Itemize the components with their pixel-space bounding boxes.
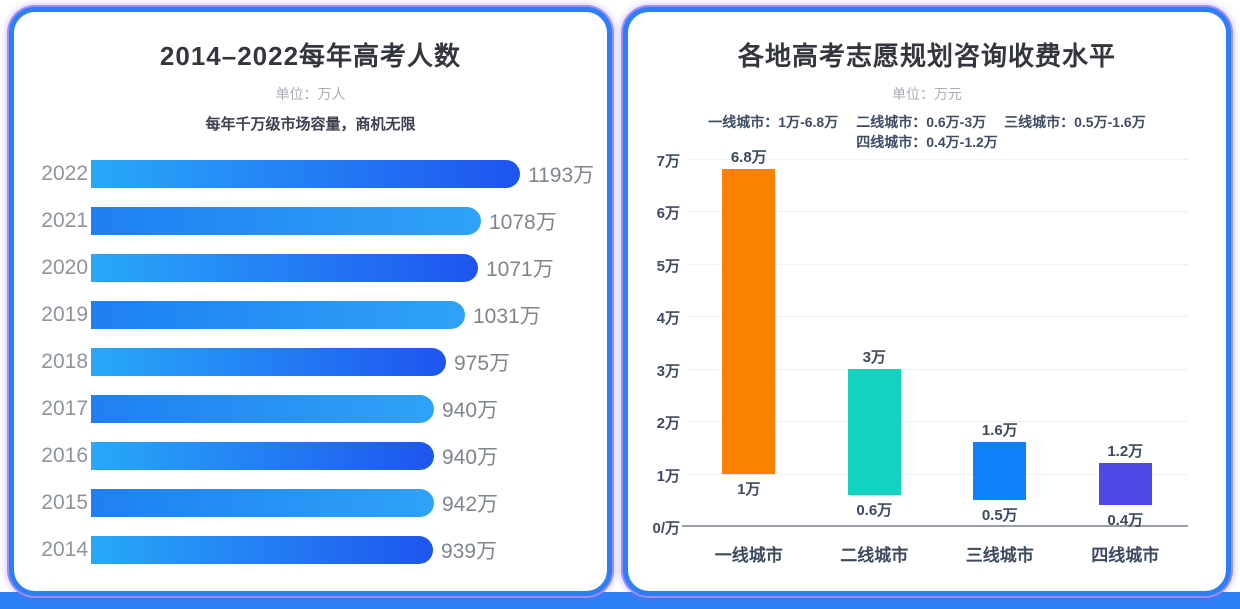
year-label: 2022 (41, 162, 88, 185)
year-label: 2019 (41, 303, 88, 326)
grid-line (686, 368, 1188, 370)
y-tick-label: 0/万 (652, 520, 680, 537)
y-tick-label: 3万 (656, 362, 680, 380)
bar-high-label: 1.6万 (981, 422, 1018, 439)
y-tick-label: 2万 (656, 415, 680, 432)
bar-row: 2021 1078万 (26, 207, 607, 235)
bar (91, 301, 465, 329)
legend-item: 三线城市：0.5万-1.6万 (1004, 114, 1146, 130)
bar-row: 2017 940万 (26, 395, 607, 423)
year-label: 2020 (41, 256, 88, 279)
grid-line (686, 473, 1188, 475)
y-tick-label: 6万 (656, 205, 680, 222)
y-tick-label: 7万 (656, 152, 680, 170)
value-label: 1031万 (473, 305, 541, 328)
year-label: 2017 (41, 397, 88, 420)
bar-low-label: 0.5万 (981, 506, 1018, 524)
range-bar (847, 368, 901, 495)
bar-row: 2019 1031万 (26, 301, 607, 329)
bar-row: 2018 975万 (26, 348, 607, 376)
category-label: 二线城市 (840, 546, 909, 565)
right-chart-legend: 一线城市：1万-6.8万 二线城市：0.6万-3万 三线城市：0.5万-1.6万四线… (628, 112, 1226, 152)
legend-item: 二线城市：0.6万-3万 (856, 114, 987, 130)
bar (91, 207, 481, 235)
y-tick-label: 4万 (656, 310, 680, 327)
bar-row: 2015 942万 (26, 489, 607, 517)
bar-low-label: 1万 (737, 480, 761, 498)
bar (91, 348, 446, 376)
bar-row: 2020 1071万 (26, 254, 607, 282)
range-bar (1098, 463, 1152, 505)
bar-high-label: 6.8万 (730, 149, 767, 166)
bar (91, 160, 520, 188)
left-chart-title: 2014–2022每年高考人数 (159, 41, 462, 71)
left-chart-unit-label: 单位：万人 (275, 86, 346, 102)
year-label: 2015 (41, 491, 88, 514)
value-label: 1193万 (528, 164, 595, 187)
value-label: 975万 (454, 352, 511, 375)
grid-line (686, 211, 1188, 212)
bar (91, 395, 434, 423)
bar (91, 489, 434, 517)
card-consulting-fees-chart: 各地高考志愿规划咨询收费水平 单位：万元 一线城市：1万-6.8万 二线城市：0.… (623, 7, 1231, 596)
category-label: 四线城市 (1091, 546, 1160, 565)
bar-row: 2016 940万 (26, 442, 607, 470)
grid-line (686, 421, 1188, 422)
grid-line (686, 263, 1188, 265)
value-label: 940万 (442, 446, 499, 469)
legend-item: 四线城市：0.4万-1.2万 (856, 134, 998, 150)
bar (91, 254, 478, 282)
year-label: 2018 (41, 350, 88, 373)
year-label: 2014 (41, 538, 88, 561)
bar (91, 442, 434, 470)
bar-high-label: 1.2万 (1107, 443, 1144, 460)
value-label: 1071万 (486, 258, 554, 281)
year-label: 2016 (41, 444, 88, 467)
bar-low-label: 0.4万 (1107, 512, 1144, 529)
value-label: 942万 (442, 493, 499, 516)
bar-row: 2014 939万 (26, 536, 607, 564)
value-label: 1078万 (489, 211, 557, 234)
bar (91, 536, 433, 564)
bar-low-label: 0.6万 (856, 501, 893, 519)
y-tick-label: 1万 (656, 467, 680, 485)
range-bar (722, 169, 776, 474)
bar-high-label: 3万 (862, 348, 886, 366)
range-bar (973, 442, 1027, 500)
horizontal-bar-list: 2022 1193万 2021 1078万 2020 1071万 2019 1031万 2018… (14, 160, 607, 564)
left-chart-subtitle: 每年千万级市场容量，商机无限 (205, 116, 416, 133)
value-label: 940万 (442, 399, 499, 422)
right-chart-unit-label: 单位：万元 (892, 86, 962, 102)
x-axis-line (682, 525, 1188, 527)
bar-row: 2022 1193万 (26, 160, 607, 188)
value-label: 939万 (441, 540, 498, 563)
grid-line (686, 158, 1188, 160)
bottom-accent-band (0, 592, 1240, 609)
category-label: 三线城市 (965, 546, 1034, 565)
y-tick-label: 5万 (656, 257, 680, 275)
grid-line (686, 316, 1188, 317)
range-bar-plot: 0/万 1万 2万 3万 4万 5万 6万 7万 6.8万 1万一线城市 3万 0.6万二线城市 1.6… (652, 149, 1202, 582)
year-label: 2021 (41, 209, 88, 232)
card-exam-numbers-chart: 2014–2022每年高考人数 单位：万人 每年千万级市场容量，商机无限 202… (9, 7, 612, 596)
category-label: 一线城市 (714, 546, 783, 565)
legend-item: 一线城市：1万-6.8万 (708, 114, 839, 130)
right-chart-title: 各地高考志愿规划咨询收费水平 (737, 41, 1116, 71)
